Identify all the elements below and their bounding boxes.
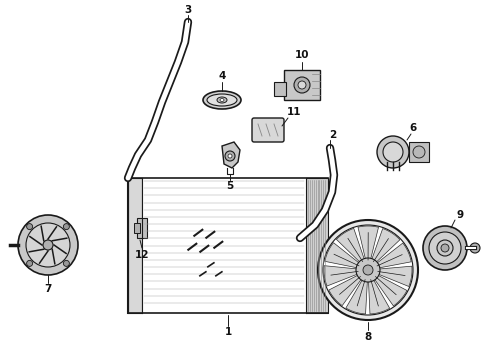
Circle shape (63, 224, 70, 230)
Circle shape (363, 265, 373, 275)
Bar (134, 223, 140, 233)
Text: 5: 5 (226, 181, 234, 191)
Circle shape (441, 244, 449, 252)
Polygon shape (368, 279, 390, 314)
Text: 1: 1 (224, 327, 232, 337)
Polygon shape (329, 275, 362, 306)
Circle shape (423, 226, 467, 270)
Ellipse shape (220, 99, 224, 102)
Text: 2: 2 (329, 130, 337, 140)
Bar (284, 70, 320, 100)
Bar (306, 178, 328, 313)
Circle shape (43, 240, 53, 250)
Bar (128, 178, 142, 313)
Circle shape (429, 232, 461, 264)
Polygon shape (377, 266, 412, 287)
Polygon shape (374, 275, 407, 306)
Circle shape (356, 258, 380, 282)
Polygon shape (325, 243, 360, 268)
Text: 3: 3 (184, 5, 192, 15)
Circle shape (470, 243, 480, 253)
Polygon shape (371, 229, 400, 263)
Polygon shape (376, 243, 411, 268)
Text: 4: 4 (219, 71, 226, 81)
Circle shape (318, 220, 418, 320)
Bar (409, 142, 429, 162)
Text: 6: 6 (409, 123, 416, 133)
Circle shape (18, 215, 78, 275)
Polygon shape (324, 266, 359, 286)
Polygon shape (337, 228, 365, 263)
Polygon shape (222, 142, 240, 168)
Circle shape (63, 260, 70, 266)
Text: 12: 12 (135, 250, 149, 260)
Bar (142, 178, 306, 313)
Text: 8: 8 (365, 332, 371, 342)
Circle shape (377, 136, 409, 168)
Circle shape (26, 260, 33, 266)
FancyBboxPatch shape (252, 118, 284, 142)
Circle shape (294, 77, 310, 93)
Text: 11: 11 (287, 107, 301, 117)
Circle shape (413, 146, 425, 158)
Text: 9: 9 (457, 210, 464, 220)
Polygon shape (346, 279, 368, 314)
Circle shape (26, 224, 33, 230)
Ellipse shape (217, 97, 227, 103)
Circle shape (383, 142, 403, 162)
Circle shape (437, 240, 453, 256)
Bar (274, 82, 286, 96)
Polygon shape (358, 226, 378, 260)
Circle shape (225, 151, 235, 161)
Bar (137, 218, 147, 238)
Circle shape (298, 81, 306, 89)
Circle shape (26, 223, 70, 267)
Circle shape (228, 154, 232, 158)
Ellipse shape (203, 91, 241, 109)
Text: 7: 7 (44, 284, 51, 294)
Text: 10: 10 (295, 50, 309, 60)
Circle shape (323, 225, 413, 315)
Ellipse shape (207, 94, 237, 106)
